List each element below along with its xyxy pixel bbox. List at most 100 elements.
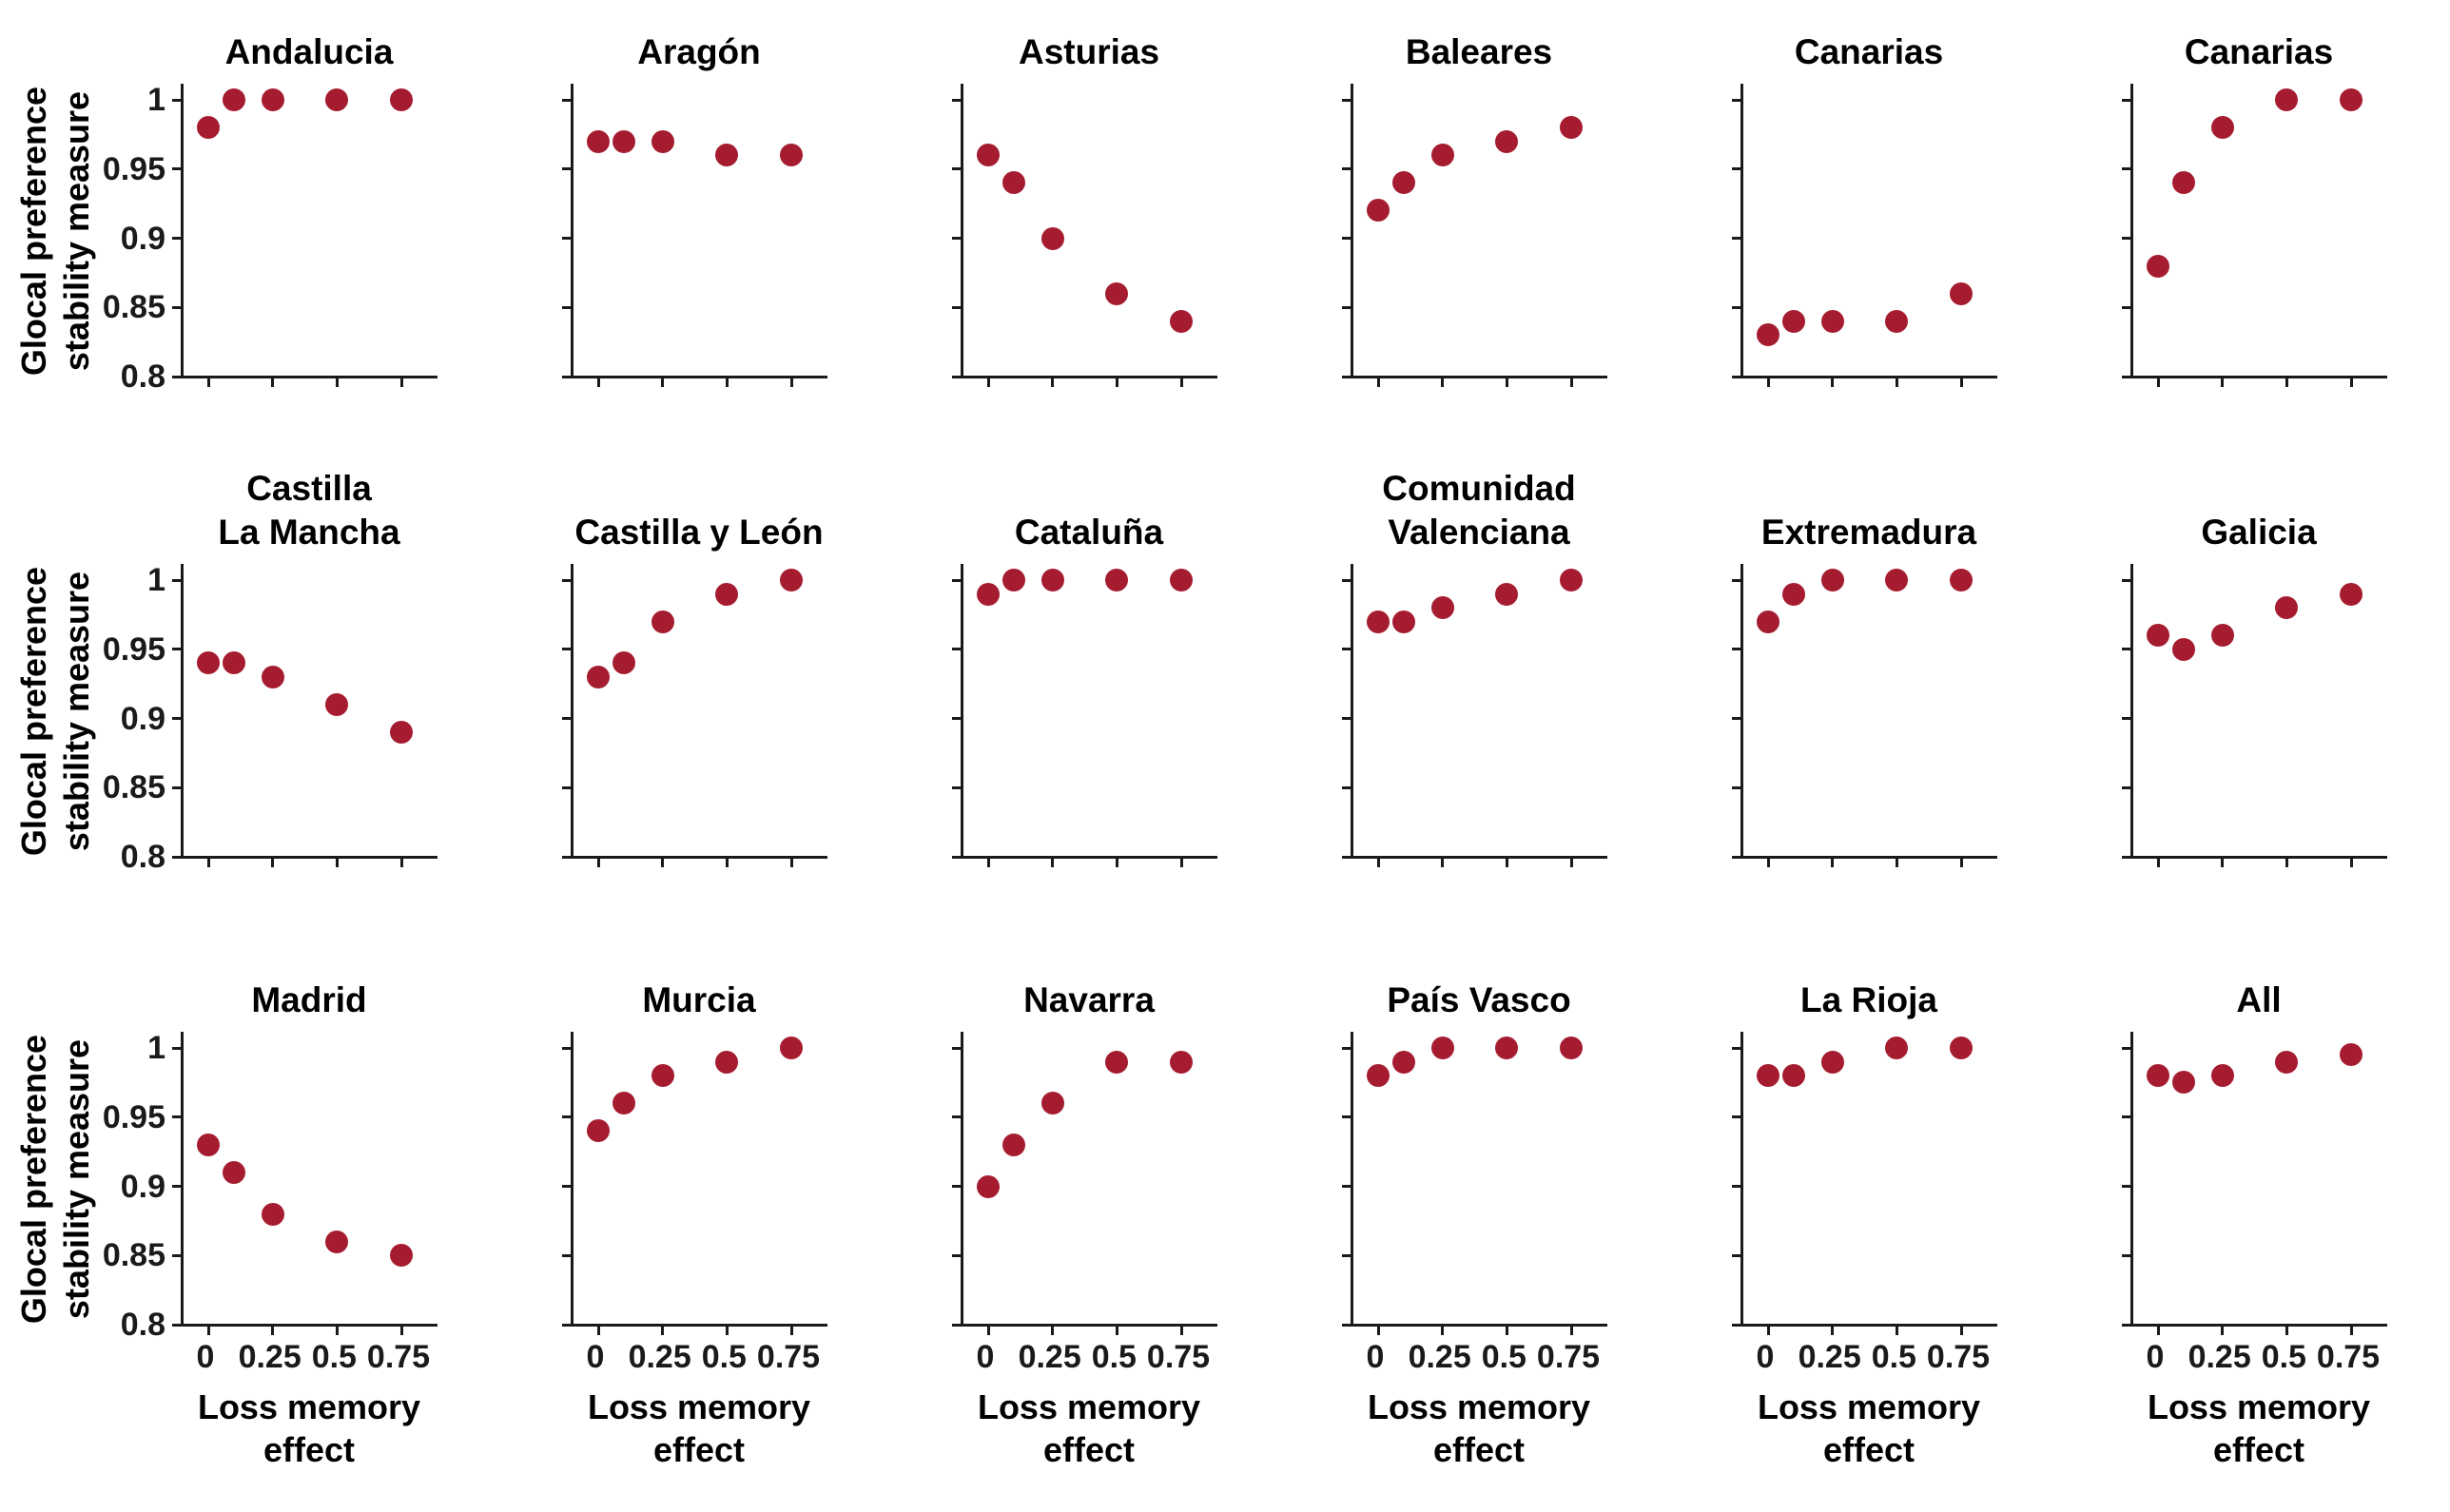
y-tick-label: 0.95 bbox=[102, 1098, 165, 1135]
x-tick-label: 0 bbox=[1756, 1339, 1775, 1375]
subplot-title-box: Galicia bbox=[2045, 438, 2450, 554]
data-point bbox=[2210, 116, 2234, 140]
y-tick bbox=[562, 855, 571, 859]
data-point bbox=[1757, 1064, 1779, 1088]
data-point bbox=[223, 88, 246, 111]
y-tick bbox=[1732, 305, 1740, 309]
x-axis-label-line: effect bbox=[652, 1430, 746, 1469]
y-tick bbox=[952, 1253, 961, 1257]
y-tick bbox=[1342, 305, 1351, 309]
data-point bbox=[2210, 1064, 2234, 1088]
x-tick-label: 0.25 bbox=[628, 1339, 691, 1375]
data-point bbox=[1782, 1064, 1806, 1088]
y-tick bbox=[562, 305, 571, 309]
plot-area bbox=[2122, 564, 2387, 867]
y-tick bbox=[562, 648, 571, 651]
x-tick bbox=[2349, 859, 2353, 867]
y-tick bbox=[2122, 1046, 2130, 1050]
x-axis-label: Loss memory effect bbox=[875, 1386, 1303, 1471]
data-point bbox=[1495, 582, 1519, 606]
plot-area bbox=[172, 564, 438, 867]
y-tick-label: 0.8 bbox=[120, 359, 165, 395]
y-tick bbox=[1732, 1046, 1740, 1050]
data-point bbox=[1105, 1050, 1129, 1074]
x-tick bbox=[2285, 859, 2288, 867]
data-point bbox=[390, 88, 414, 111]
x-tick bbox=[1051, 1327, 1055, 1335]
y-tick bbox=[952, 855, 961, 859]
y-tick bbox=[1342, 578, 1351, 582]
x-tick bbox=[789, 1327, 793, 1335]
data-point bbox=[1495, 129, 1519, 153]
data-point bbox=[1170, 569, 1194, 591]
plot-area bbox=[952, 564, 1217, 867]
data-point bbox=[977, 1174, 1000, 1198]
subplot-title-box: Comunidad Valenciana bbox=[1265, 438, 1693, 554]
x-tick bbox=[725, 859, 729, 867]
subplot-title: Navarra bbox=[1023, 980, 1155, 1019]
data-point bbox=[1430, 144, 1454, 167]
y-tick bbox=[562, 98, 571, 102]
x-tick-label: 0.5 bbox=[311, 1339, 357, 1375]
y-axis-label-line: stability measure bbox=[57, 90, 96, 372]
y-tick bbox=[562, 375, 571, 378]
y-tick bbox=[1342, 1115, 1351, 1119]
data-point bbox=[261, 1202, 284, 1226]
plot-area bbox=[1342, 1032, 1607, 1335]
y-tick bbox=[2122, 1323, 2130, 1327]
data-point bbox=[1040, 1092, 1064, 1115]
x-axis-label-line: Loss memory bbox=[197, 1387, 421, 1426]
plot-area bbox=[1732, 1032, 1997, 1335]
x-tick bbox=[206, 378, 210, 387]
x-tick bbox=[1831, 378, 1835, 387]
x-tick bbox=[1179, 859, 1183, 867]
x-tick bbox=[661, 1327, 665, 1335]
data-point bbox=[1820, 1050, 1844, 1074]
data-point bbox=[223, 651, 246, 675]
plot-area bbox=[562, 564, 827, 867]
x-tick-label: 0.25 bbox=[1408, 1339, 1471, 1375]
y-tick bbox=[1342, 648, 1351, 651]
x-tick-label: 0 bbox=[586, 1339, 605, 1375]
subplot-title: Aragón bbox=[637, 32, 761, 71]
x-tick bbox=[789, 378, 793, 387]
x-tick bbox=[789, 859, 793, 867]
x-tick bbox=[1376, 859, 1380, 867]
y-tick bbox=[952, 375, 961, 378]
data-point bbox=[780, 569, 804, 591]
data-point bbox=[1560, 569, 1584, 591]
data-point bbox=[1950, 569, 1974, 591]
x-tick bbox=[725, 378, 729, 387]
data-point bbox=[780, 144, 804, 167]
data-point bbox=[1950, 1037, 1974, 1059]
y-tick bbox=[952, 648, 961, 651]
data-point bbox=[390, 1244, 414, 1268]
plot-area bbox=[562, 84, 827, 387]
y-tick bbox=[172, 1046, 181, 1050]
y-tick bbox=[2122, 1115, 2130, 1119]
data-point bbox=[1002, 569, 1026, 591]
x-tick bbox=[1376, 1327, 1380, 1335]
x-tick bbox=[399, 1327, 403, 1335]
x-tick bbox=[596, 378, 600, 387]
x-tick bbox=[1569, 378, 1573, 387]
data-point bbox=[715, 582, 739, 606]
data-point bbox=[1367, 610, 1390, 633]
y-tick bbox=[2122, 648, 2130, 651]
x-tick bbox=[1569, 1327, 1573, 1335]
y-tick bbox=[562, 1115, 571, 1119]
y-tick bbox=[2122, 578, 2130, 582]
x-tick bbox=[1441, 1327, 1445, 1335]
x-axis-label: Loss memory effect bbox=[95, 1386, 523, 1471]
x-axis-label: Loss memory effect bbox=[485, 1386, 913, 1471]
y-tick bbox=[2122, 375, 2130, 378]
y-tick-label: 1 bbox=[147, 82, 165, 118]
y-tick bbox=[2122, 167, 2130, 171]
y-tick bbox=[1342, 375, 1351, 378]
x-tick bbox=[1051, 378, 1055, 387]
subplot-title-box: País Vasco bbox=[1265, 906, 1693, 1022]
x-tick bbox=[1766, 378, 1770, 387]
y-tick bbox=[172, 1323, 181, 1327]
x-tick bbox=[1179, 1327, 1183, 1335]
